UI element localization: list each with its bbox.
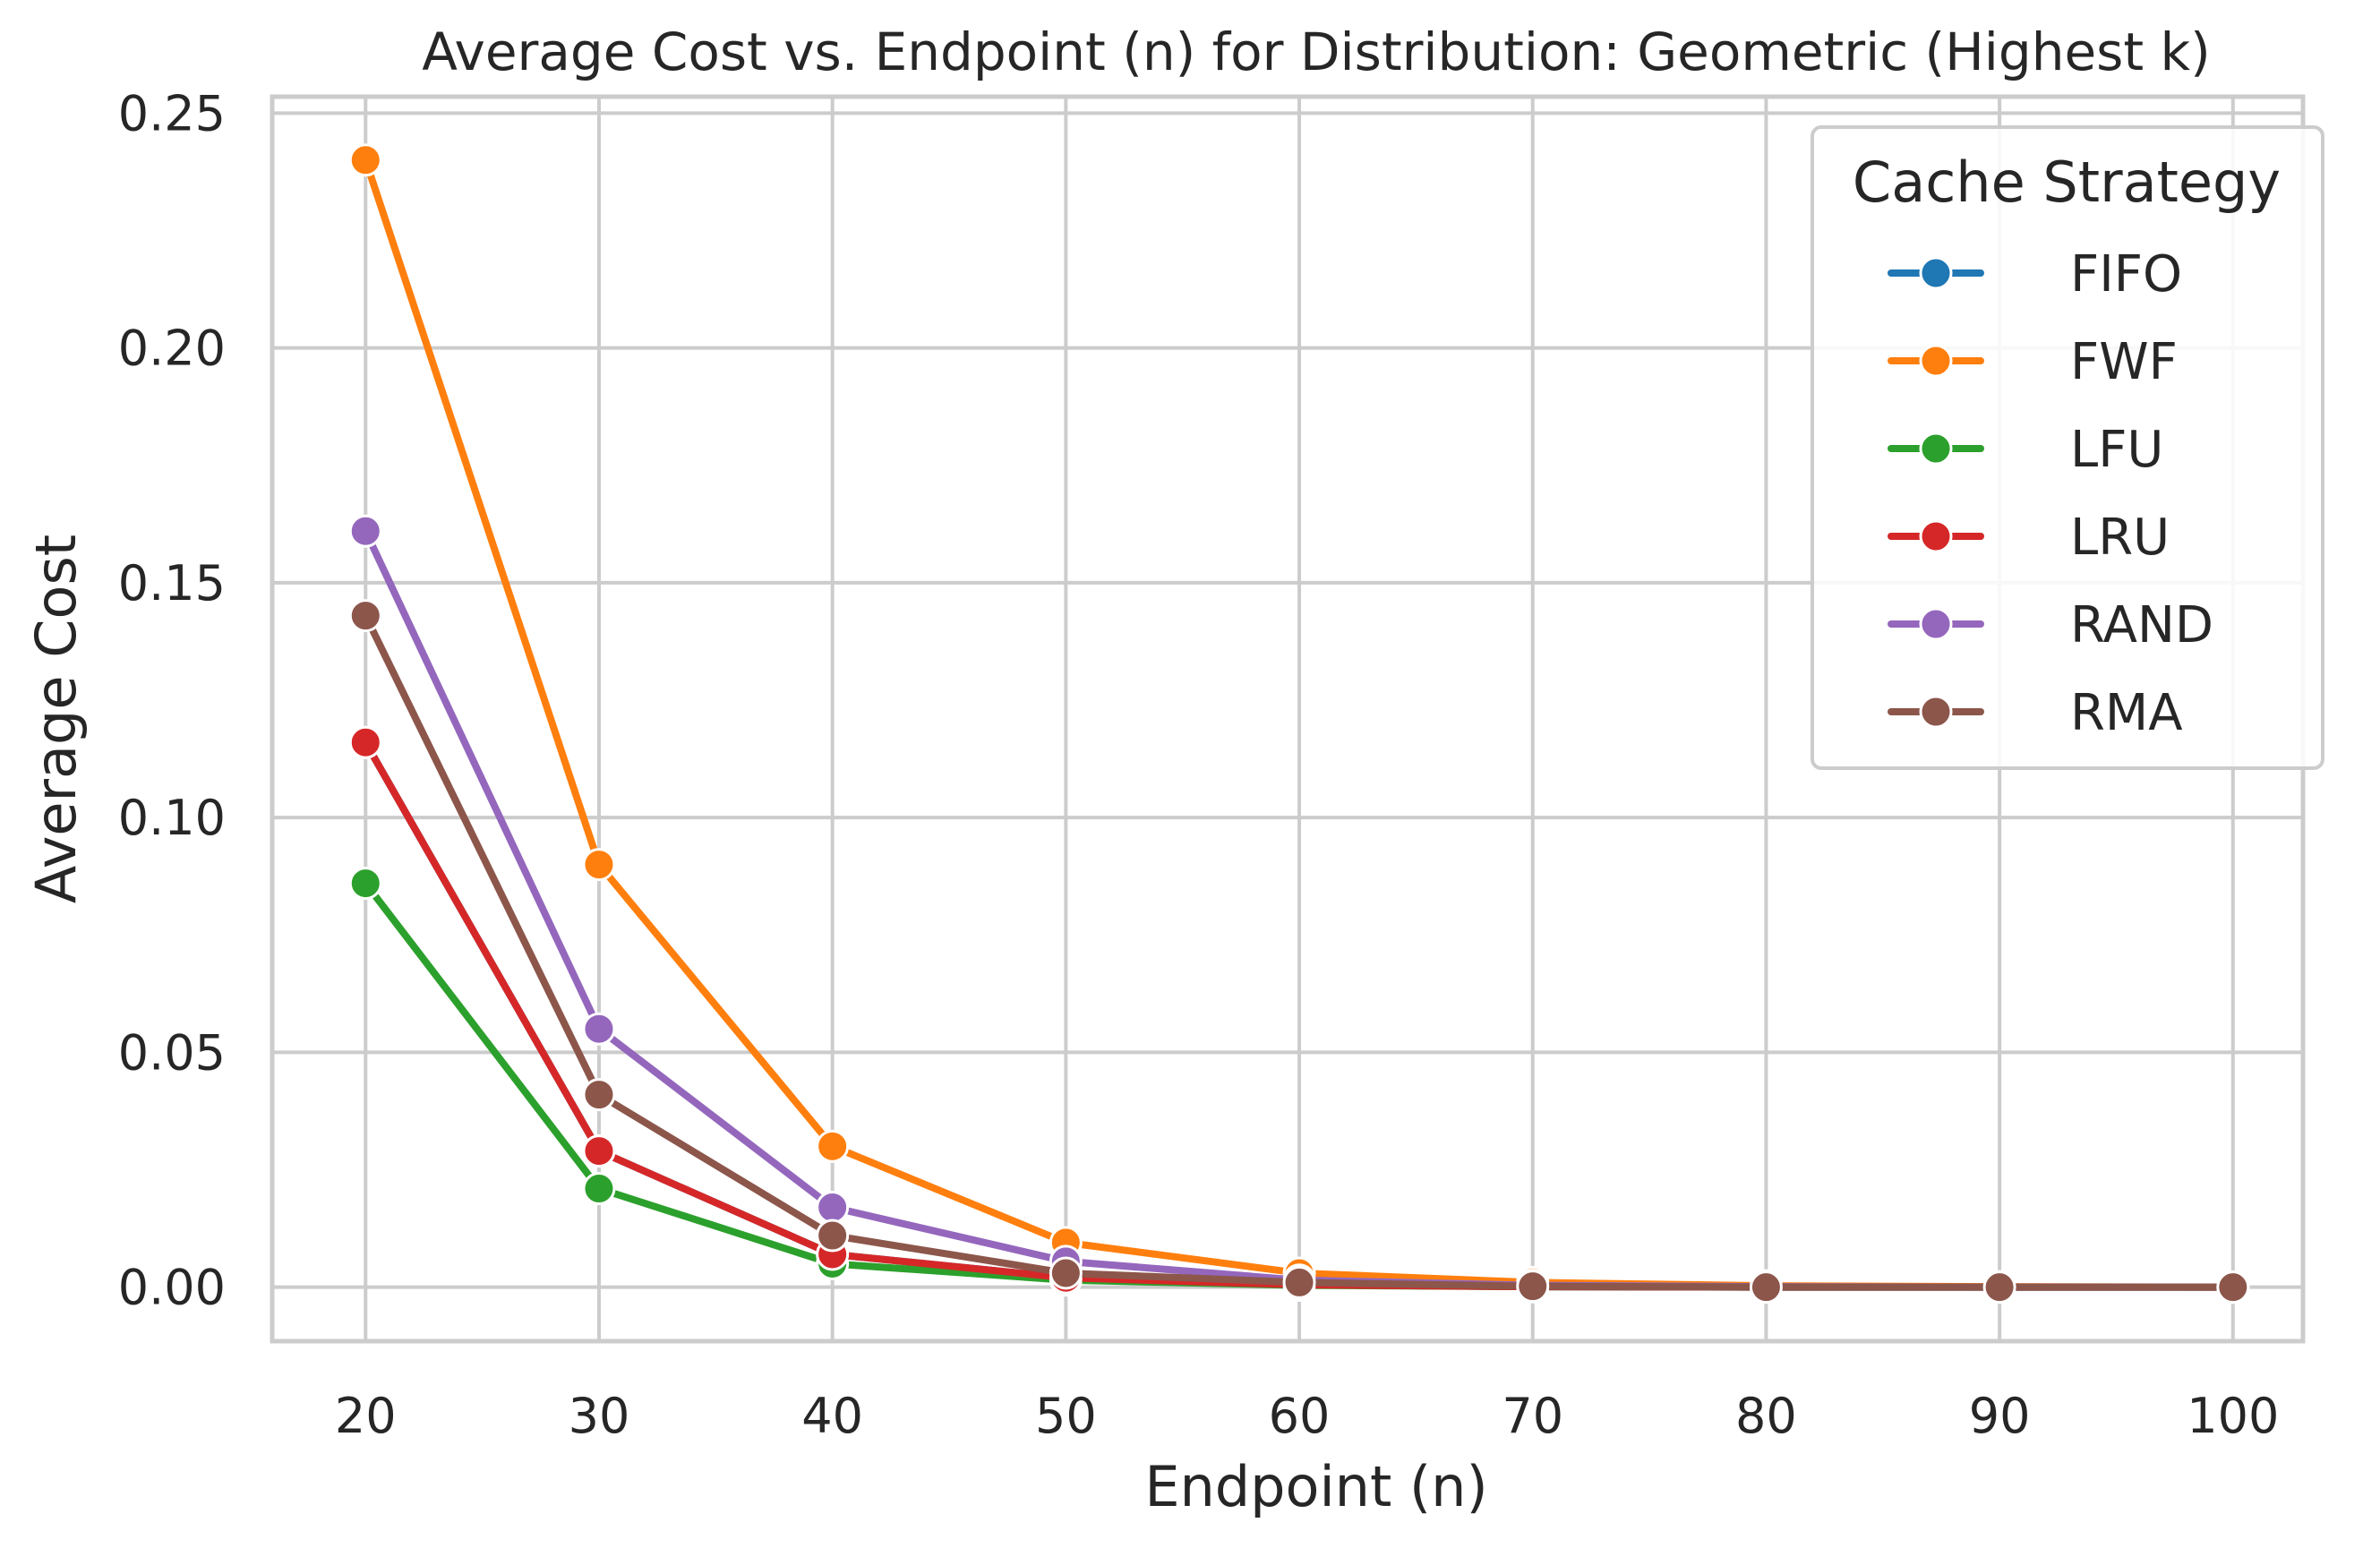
y-axis-label: Average Cost xyxy=(23,535,89,903)
data-point xyxy=(582,1078,616,1112)
data-point xyxy=(2216,1270,2250,1304)
data-point xyxy=(816,1219,850,1253)
legend-item-fifo: FIFO xyxy=(1888,245,2182,304)
data-point xyxy=(816,1129,850,1163)
y-tick-label: 0.05 xyxy=(118,1024,226,1081)
legend-marker xyxy=(1919,519,1953,553)
legend: Cache Strategy FIFO FWF LFU LRU RAND RMA xyxy=(1811,125,2324,770)
data-point xyxy=(582,1134,616,1168)
data-point xyxy=(582,848,616,882)
series-rma xyxy=(348,599,2250,1304)
data-point xyxy=(1516,1270,1550,1304)
legend-marker xyxy=(1919,695,1953,729)
legend-label: LRU xyxy=(2070,509,2170,567)
y-tick-label: 0.00 xyxy=(118,1260,226,1316)
y-tick-labels: 0.00 0.05 0.10 0.15 0.20 0.25 xyxy=(118,85,226,1315)
series-lines xyxy=(348,143,2250,1304)
legend-item-rand: RAND xyxy=(1888,596,2213,654)
x-tick-label: 90 xyxy=(1969,1388,2031,1444)
x-tick-label: 40 xyxy=(801,1388,863,1444)
y-tick-label: 0.20 xyxy=(118,321,226,377)
y-tick-label: 0.25 xyxy=(118,85,226,141)
legend-label: FWF xyxy=(2070,333,2178,391)
data-point xyxy=(582,1012,616,1046)
legend-label: RMA xyxy=(2070,684,2183,742)
chart-title: Average Cost vs. Endpoint (n) for Distri… xyxy=(422,21,2211,82)
legend-item-fwf: FWF xyxy=(1888,333,2178,391)
legend-title: Cache Strategy xyxy=(1853,150,2281,215)
data-point xyxy=(348,725,382,759)
data-point xyxy=(1749,1270,1783,1304)
data-point xyxy=(582,1172,616,1206)
legend-items: FIFO FWF LFU LRU RAND RMA xyxy=(1888,245,2213,742)
x-tick-label: 30 xyxy=(569,1388,630,1444)
legend-label: FIFO xyxy=(2070,245,2182,304)
legend-marker xyxy=(1919,256,1953,290)
legend-item-rma: RMA xyxy=(1888,684,2183,742)
data-point xyxy=(348,867,382,901)
x-tick-label: 70 xyxy=(1502,1388,1563,1444)
x-tick-labels: 20 30 40 50 60 70 80 90 100 xyxy=(335,1388,2279,1444)
legend-item-lfu: LFU xyxy=(1888,421,2163,479)
x-tick-label: 60 xyxy=(1269,1388,1331,1444)
legend-label: LFU xyxy=(2070,421,2163,479)
data-point xyxy=(1982,1270,2016,1304)
data-point xyxy=(1049,1256,1083,1290)
legend-marker xyxy=(1919,344,1953,378)
x-tick-label: 20 xyxy=(335,1388,397,1444)
data-point xyxy=(348,599,382,633)
x-tick-label: 100 xyxy=(2187,1388,2279,1444)
data-point xyxy=(816,1191,850,1225)
legend-marker xyxy=(1919,607,1953,641)
data-point xyxy=(348,514,382,548)
y-tick-label: 0.15 xyxy=(118,555,226,612)
legend-label: RAND xyxy=(2070,596,2213,654)
y-tick-label: 0.10 xyxy=(118,790,226,846)
x-tick-label: 50 xyxy=(1035,1388,1097,1444)
data-point xyxy=(1282,1265,1316,1299)
data-point xyxy=(348,143,382,177)
x-tick-label: 80 xyxy=(1735,1388,1797,1444)
legend-item-lru: LRU xyxy=(1888,509,2170,567)
legend-marker xyxy=(1919,432,1953,466)
x-axis-label: Endpoint (n) xyxy=(1144,1454,1487,1519)
